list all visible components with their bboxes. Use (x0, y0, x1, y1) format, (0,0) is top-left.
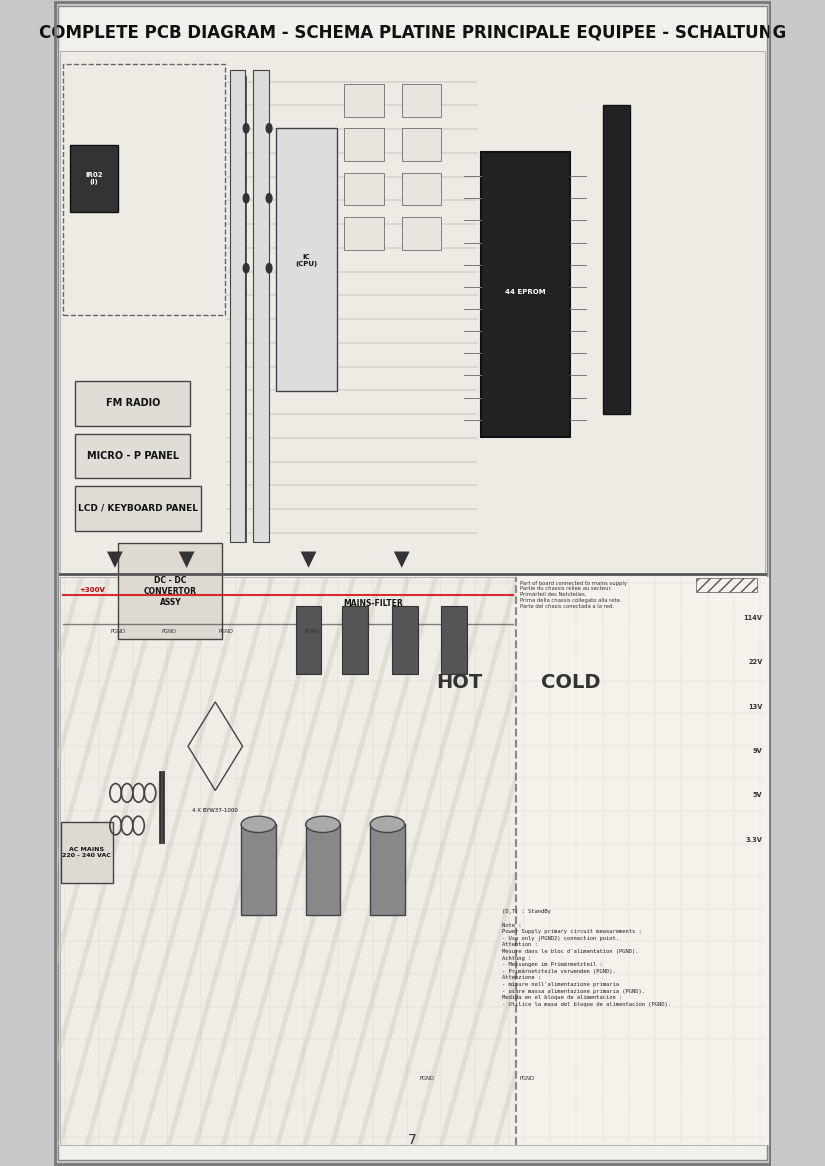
Polygon shape (179, 552, 195, 568)
Text: 4 X BYW37-1000: 4 X BYW37-1000 (192, 808, 238, 813)
Bar (402, 128, 441, 161)
Text: 3.3V: 3.3V (746, 836, 762, 843)
Circle shape (243, 124, 249, 133)
Polygon shape (300, 552, 317, 568)
Ellipse shape (305, 816, 340, 833)
Polygon shape (394, 552, 410, 568)
Bar (253, 70, 269, 542)
Text: 114V: 114V (743, 614, 762, 621)
Text: Part of board connected to mains supply
Partie du chassis reliee au secteur.
Pri: Part of board connected to mains supply … (520, 581, 627, 609)
Text: COLD: COLD (540, 673, 600, 691)
Bar (70, 145, 119, 212)
Circle shape (266, 194, 272, 203)
Text: 22V: 22V (748, 659, 762, 666)
Bar (441, 606, 467, 674)
Bar (344, 128, 384, 161)
Polygon shape (107, 552, 123, 568)
Bar (119, 543, 223, 639)
Ellipse shape (370, 816, 404, 833)
Bar (61, 822, 113, 883)
Text: PGND: PGND (111, 630, 126, 634)
Circle shape (266, 264, 272, 273)
Text: 9V: 9V (752, 747, 762, 754)
Bar (402, 173, 441, 205)
Bar (229, 70, 245, 542)
Bar (75, 434, 191, 478)
Bar (75, 486, 201, 531)
Bar (295, 606, 322, 674)
Text: DC - DC
CONVERTOR
ASSY: DC - DC CONVERTOR ASSY (144, 576, 197, 606)
Text: PGND: PGND (304, 630, 319, 634)
Text: HOT: HOT (436, 673, 483, 691)
Bar (481, 152, 570, 437)
Text: 13V: 13V (748, 703, 762, 710)
Bar (516, 577, 771, 1145)
Text: AC MAINS
220 - 240 VAC: AC MAINS 220 - 240 VAC (63, 847, 111, 858)
Text: COMPLETE PCB DIAGRAM - SCHEMA PLATINE PRINCIPALE EQUIPEE - SCHALTUNG: COMPLETE PCB DIAGRAM - SCHEMA PLATINE PR… (39, 23, 786, 42)
Bar (276, 128, 337, 391)
Bar (402, 217, 441, 250)
Bar (344, 84, 384, 117)
Text: (D,T) : StandBy

Note :
Power Supply primary circuit measurements :
- Use only (: (D,T) : StandBy Note : Power Supply prim… (502, 909, 672, 1007)
Text: IC
(CPU): IC (CPU) (295, 253, 318, 267)
Text: MAINS-FILTER: MAINS-FILTER (343, 599, 403, 609)
Text: PGND: PGND (419, 1076, 434, 1081)
Bar (393, 606, 418, 674)
Text: LCD / KEYBOARD PANEL: LCD / KEYBOARD PANEL (78, 504, 198, 513)
Bar (59, 577, 766, 1145)
Circle shape (266, 124, 272, 133)
Bar (370, 824, 404, 915)
Bar (75, 381, 191, 426)
Bar (402, 84, 441, 117)
Bar (344, 173, 384, 205)
Circle shape (243, 264, 249, 273)
Bar (695, 578, 757, 592)
Bar (64, 64, 224, 315)
Text: +300V: +300V (79, 586, 105, 593)
Text: 5V: 5V (753, 792, 762, 799)
Bar (342, 606, 368, 674)
Bar (602, 105, 629, 414)
Text: 7: 7 (408, 1133, 417, 1147)
Circle shape (243, 194, 249, 203)
Text: PGND: PGND (520, 1076, 535, 1081)
Bar (241, 824, 276, 915)
Text: IR02
(I): IR02 (I) (85, 171, 103, 185)
Bar (344, 217, 384, 250)
Text: PGND: PGND (219, 630, 233, 634)
Text: FM RADIO: FM RADIO (106, 399, 160, 408)
Bar (305, 824, 340, 915)
Text: 44 EPROM: 44 EPROM (505, 288, 546, 295)
Ellipse shape (241, 816, 276, 833)
Text: MICRO - P PANEL: MICRO - P PANEL (87, 451, 179, 461)
Text: PGND: PGND (161, 630, 177, 634)
Bar (59, 51, 766, 574)
